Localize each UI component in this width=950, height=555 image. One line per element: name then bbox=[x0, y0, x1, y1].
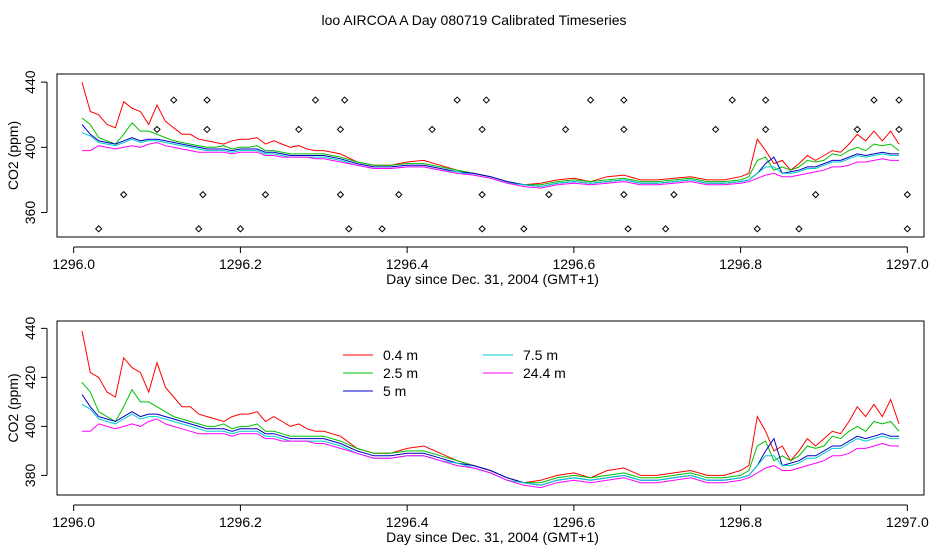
legend: 0.4 m 2.5 m 5 m 7.5 m 24.4 m bbox=[343, 347, 566, 399]
plot-frame bbox=[56, 73, 925, 238]
x-tick-label: 1296.4 bbox=[386, 514, 429, 530]
data-point bbox=[395, 190, 403, 199]
data-point bbox=[311, 96, 320, 104]
y-tick-label: 400 bbox=[22, 414, 38, 438]
series-line-2 bbox=[81, 124, 899, 188]
data-point bbox=[728, 96, 736, 104]
data-point bbox=[153, 125, 161, 134]
series-line-2-5-m bbox=[81, 381, 900, 484]
x-tick-label: 1296.8 bbox=[719, 256, 762, 272]
data-point bbox=[236, 225, 245, 233]
data-point bbox=[261, 190, 270, 199]
data-point bbox=[903, 190, 912, 199]
data-point bbox=[195, 225, 203, 233]
data-point bbox=[711, 125, 720, 134]
series-line-7-5-m bbox=[81, 403, 899, 486]
series-line-4 bbox=[82, 141, 899, 189]
data-point bbox=[336, 190, 345, 199]
x-tick-label: 1296.4 bbox=[386, 256, 429, 272]
data-point bbox=[870, 96, 878, 104]
data-point bbox=[199, 190, 207, 199]
data-point bbox=[895, 125, 903, 134]
x-axis-label: Day since Dec. 31, 2004 (GMT+1) bbox=[386, 529, 599, 545]
x-axis-label: Day since Dec. 31, 2004 (GMT+1) bbox=[386, 271, 599, 287]
data-point bbox=[670, 190, 678, 199]
series-line-3 bbox=[81, 132, 899, 188]
series-line-5-m bbox=[81, 394, 899, 486]
data-area bbox=[81, 82, 912, 233]
data-point bbox=[795, 225, 803, 233]
y-tick-label: 440 bbox=[22, 316, 38, 340]
legend-label: 5 m bbox=[383, 383, 406, 399]
data-point bbox=[811, 190, 820, 199]
data-point bbox=[345, 225, 353, 233]
x-tick-label: 1296.0 bbox=[52, 514, 95, 530]
data-point bbox=[478, 125, 486, 134]
data-point bbox=[482, 96, 491, 104]
series-line-24-4-m bbox=[82, 418, 899, 489]
data-point bbox=[624, 225, 632, 233]
data-point bbox=[295, 125, 303, 134]
data-area bbox=[81, 330, 900, 489]
x-tick-label: 1297.0 bbox=[886, 514, 929, 530]
top-panel: 1296.0 1296.2 1296.4 1296.6 1296.8 1297.0 Day … bbox=[5, 70, 929, 287]
y-tick-label: 360 bbox=[22, 201, 38, 225]
x-tick-label: 1296.6 bbox=[552, 514, 595, 530]
data-point bbox=[203, 125, 211, 134]
data-point bbox=[520, 225, 528, 233]
data-point bbox=[545, 190, 553, 199]
data-point bbox=[586, 96, 595, 104]
data-point bbox=[478, 190, 486, 199]
x-tick-label: 1296.2 bbox=[219, 256, 262, 272]
data-point bbox=[753, 225, 761, 233]
figure-title: loo AIRCOA A Day 080719 Calibrated Times… bbox=[321, 12, 626, 28]
data-point bbox=[853, 125, 862, 134]
data-point bbox=[620, 125, 628, 134]
legend-label: 24.4 m bbox=[523, 365, 566, 381]
x-tick-label: 1296.8 bbox=[719, 514, 762, 530]
bottom-panel: 1296.0 1296.2 1296.4 1296.6 1296.8 1297.0 Day … bbox=[5, 316, 929, 545]
y-tick-label: 420 bbox=[22, 365, 38, 389]
data-point bbox=[453, 96, 461, 104]
y-tick-label: 440 bbox=[22, 70, 38, 94]
data-point bbox=[478, 225, 486, 233]
x-tick-label: 1296.0 bbox=[52, 256, 95, 272]
y-tick-label: 400 bbox=[22, 135, 38, 159]
data-point bbox=[428, 125, 436, 134]
y-tick-label: 380 bbox=[22, 464, 38, 488]
data-point bbox=[203, 96, 211, 104]
data-point bbox=[903, 225, 912, 233]
data-point bbox=[336, 125, 345, 134]
plot-frame bbox=[56, 320, 925, 496]
data-point bbox=[620, 190, 628, 199]
data-point bbox=[170, 96, 178, 104]
x-tick-label: 1297.0 bbox=[886, 256, 929, 272]
y-axis-label: CO2 (ppm) bbox=[5, 121, 21, 190]
series-line-0 bbox=[81, 82, 900, 186]
data-point bbox=[561, 125, 570, 134]
series-line-1 bbox=[81, 117, 900, 186]
data-point bbox=[340, 96, 349, 104]
legend-label: 0.4 m bbox=[383, 347, 418, 363]
series-line-0-4-m bbox=[81, 330, 900, 484]
data-point bbox=[620, 96, 628, 104]
legend-label: 7.5 m bbox=[523, 347, 558, 363]
data-point bbox=[761, 96, 770, 104]
y-axis-label: CO2 (ppm) bbox=[5, 373, 21, 442]
data-point bbox=[761, 125, 770, 134]
x-tick-label: 1296.6 bbox=[552, 256, 595, 272]
data-point bbox=[119, 190, 128, 199]
legend-label: 2.5 m bbox=[383, 365, 418, 381]
data-point bbox=[94, 225, 103, 233]
data-point bbox=[895, 96, 903, 104]
x-tick-label: 1296.2 bbox=[219, 514, 262, 530]
data-point bbox=[661, 225, 670, 233]
data-point bbox=[378, 225, 386, 233]
